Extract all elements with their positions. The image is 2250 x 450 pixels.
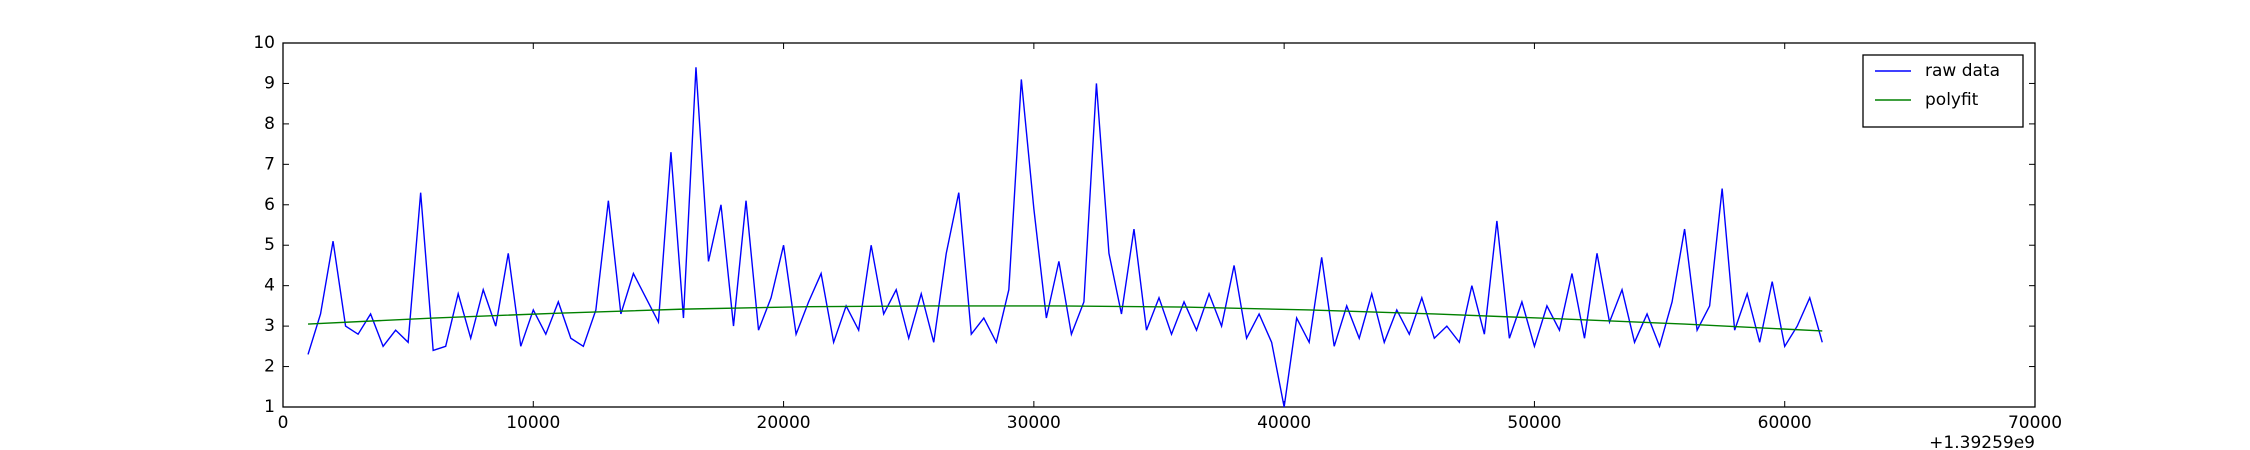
series-line	[307, 305, 1823, 332]
y-tick-label: 6	[264, 195, 275, 215]
x-tick-label: 60000	[1758, 413, 1812, 433]
x-tick-label: 70000	[2008, 413, 2062, 433]
plot-frame	[282, 42, 2036, 408]
x-tick-label: 30000	[1007, 413, 1061, 433]
y-tick-label: 1	[264, 397, 275, 417]
x-offset-label: +1.39259e9	[1929, 433, 2035, 450]
y-tick-label: 9	[264, 73, 275, 93]
x-tick-label: 40000	[1257, 413, 1311, 433]
y-tick-label: 2	[264, 357, 275, 377]
y-tick-label: 3	[264, 316, 275, 336]
x-tick-label: 20000	[757, 413, 811, 433]
legend-box	[1862, 54, 2024, 128]
x-tick-label: 50000	[1507, 413, 1561, 433]
y-tick-label: 4	[264, 276, 275, 296]
y-tick-label: 7	[264, 154, 275, 174]
x-tick-label: 0	[278, 413, 289, 433]
y-tick-label: 5	[264, 235, 275, 255]
x-tick-label: 10000	[506, 413, 560, 433]
legend-label: polyfit	[1925, 90, 1979, 110]
y-tick-label: 8	[264, 114, 275, 134]
legend-label: raw data	[1925, 61, 2000, 81]
y-tick-label: 10	[253, 33, 275, 53]
series-line	[307, 67, 1823, 408]
